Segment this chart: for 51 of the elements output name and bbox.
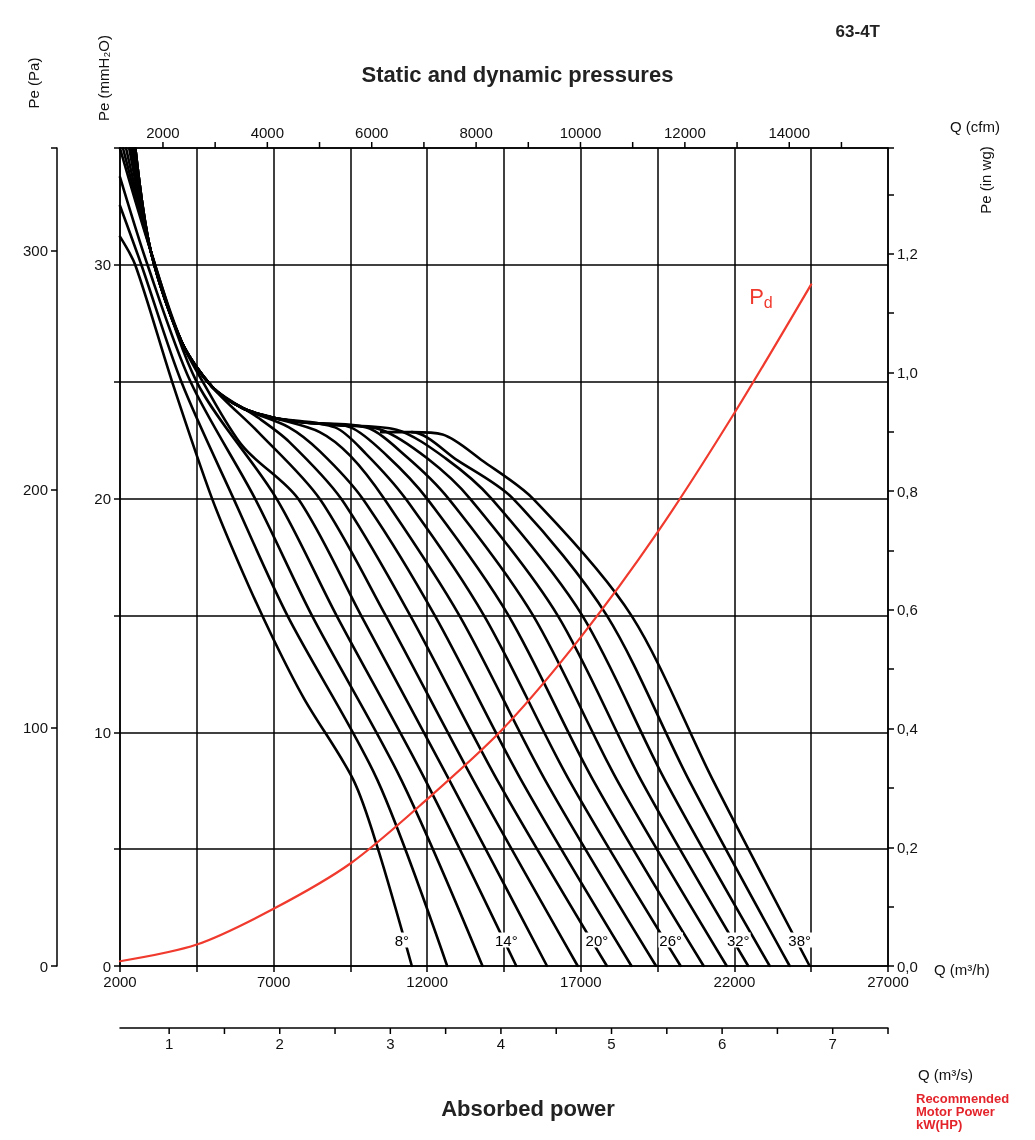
text: 7 — [828, 1035, 837, 1052]
y-tick-label: 200 — [22, 480, 48, 498]
x-tick-label: 12000 — [406, 973, 449, 990]
y3-tick-label: 0 — [102, 957, 111, 975]
y2-axis-title: Pe (in wg) — [976, 146, 994, 214]
text: 5 — [607, 1035, 616, 1052]
text: Recommended Motor Power kW(HP) — [916, 1091, 1013, 1132]
x-tick-label: 17000 — [559, 973, 602, 990]
x2-tick-label: 4000 — [250, 124, 285, 141]
x2-axis-title: Q (cfm) — [950, 117, 1000, 135]
x2-tick-label: 12000 — [664, 124, 706, 141]
y-tick-label: 0 — [39, 957, 48, 975]
x-axis-title: Q (m³/h) — [934, 960, 990, 978]
x2-tick-label: 8000 — [459, 124, 493, 141]
series-label: 20° — [585, 931, 609, 949]
y2-tick-label: 0,6 — [897, 601, 918, 619]
x-tick-label: 2000 — [103, 973, 137, 990]
x2-tick-label: 14000 — [768, 124, 811, 141]
series-label: 38° — [788, 931, 812, 949]
x2-tick-label: 10000 — [559, 124, 602, 141]
series-label: 26° — [659, 931, 682, 949]
y3-tick-label: 10 — [94, 723, 111, 741]
y2-tick-label: 0,0 — [897, 957, 918, 975]
x2-tick-label: 2000 — [146, 124, 180, 141]
series-label: 32° — [726, 931, 750, 949]
y-tick-label: 100 — [22, 719, 48, 737]
y2-tick-label: 0,2 — [897, 838, 918, 856]
y2-tick-label: 0,4 — [897, 720, 918, 738]
text: Q (m³/s) — [918, 1065, 973, 1083]
text: 6 — [717, 1035, 727, 1052]
y3-tick-label: 20 — [94, 490, 111, 508]
y2-tick-label: 1,0 — [897, 363, 918, 381]
y3-tick-label: 30 — [94, 256, 111, 274]
chart-subtitle: 63-4T — [835, 22, 881, 41]
text: 3 — [386, 1035, 395, 1052]
series-label: 8° — [394, 931, 410, 949]
text: 1 — [164, 1035, 174, 1052]
y2-tick-label: 1,2 — [897, 245, 918, 263]
chart-title: Static and dynamic pressures — [361, 61, 674, 87]
y3-axis-title: Pe (mmH₂O) — [94, 35, 112, 121]
x-tick-label: 22000 — [713, 973, 756, 990]
series-label: 14° — [494, 931, 518, 949]
text: 2 — [275, 1035, 284, 1052]
x-tick-label: 27000 — [867, 973, 909, 990]
x-tick-label: 7000 — [256, 973, 291, 990]
y-tick-label: 300 — [22, 242, 48, 260]
y-axis-title: Pe (Pa) — [24, 57, 42, 109]
text: Absorbed power — [441, 1095, 616, 1121]
x2-tick-label: 6000 — [355, 124, 389, 141]
text: 4 — [496, 1035, 506, 1052]
y2-tick-label: 0,8 — [897, 482, 918, 500]
